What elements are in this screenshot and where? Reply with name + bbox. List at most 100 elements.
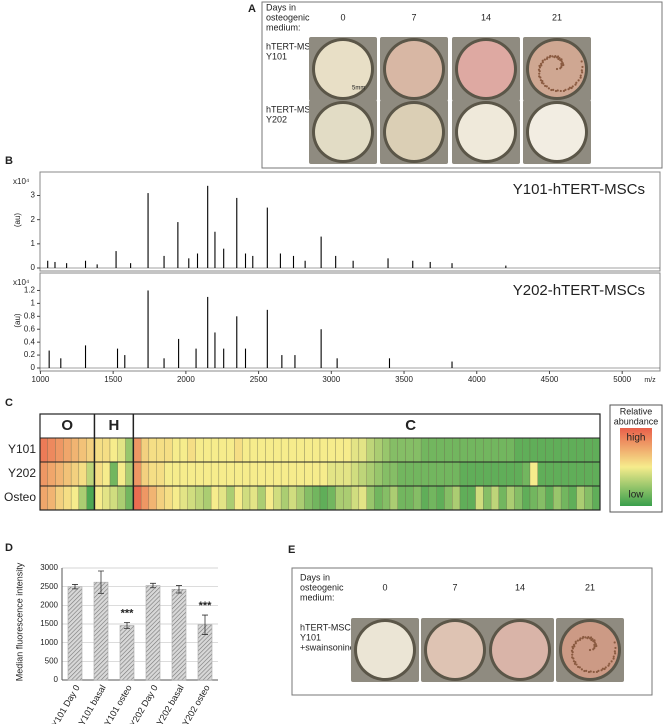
- nodule: [578, 666, 581, 669]
- nodule: [553, 56, 556, 59]
- heat-cell: [63, 437, 72, 463]
- nodule: [562, 89, 565, 93]
- heat-cell: [436, 485, 445, 511]
- heat-cell: [265, 437, 274, 463]
- nodule: [571, 651, 574, 654]
- spectrum-name: Y101-hTERT-MSCs: [513, 181, 645, 198]
- row-label: Y101: [266, 51, 287, 61]
- heat-cell: [483, 485, 492, 511]
- heat-cell: [483, 461, 492, 487]
- heat-cell: [70, 437, 80, 463]
- panel-label: B: [5, 155, 13, 167]
- nodule: [559, 89, 562, 93]
- nodule: [584, 636, 587, 639]
- x-tick-label: 3000: [322, 375, 340, 384]
- heat-cell: [568, 437, 577, 463]
- nodule: [580, 60, 583, 63]
- group-label: H: [108, 417, 119, 434]
- heat-cell: [304, 461, 313, 487]
- heat-cell: [514, 461, 523, 487]
- heat-cell: [164, 485, 173, 511]
- error-bar: [150, 582, 156, 589]
- nodule: [612, 655, 615, 658]
- heat-cell: [358, 485, 367, 511]
- nodule: [583, 669, 586, 673]
- y-tick-label: 0: [31, 263, 36, 272]
- group-label: C: [405, 417, 416, 434]
- heat-cell: [55, 461, 64, 487]
- nodule: [592, 670, 595, 674]
- heat-cell: [537, 461, 546, 487]
- y-axis-label: (au): [13, 313, 22, 328]
- heat-cell: [195, 485, 204, 511]
- nodule: [581, 71, 584, 74]
- heat-cell: [179, 461, 188, 487]
- heat-cell: [413, 461, 422, 487]
- well-inner: [492, 622, 548, 678]
- x-tick-label: 4000: [468, 375, 486, 384]
- heat-cell: [102, 437, 111, 463]
- row-label: +swainsonine: [300, 642, 355, 652]
- panel-label: C: [5, 397, 13, 409]
- row-label: Y202: [266, 114, 287, 124]
- day-label: 0: [382, 582, 387, 592]
- legend-low: low: [628, 490, 644, 501]
- heat-cell: [428, 437, 437, 463]
- nodule: [538, 66, 542, 69]
- nodule: [543, 84, 547, 88]
- heat-cell: [529, 437, 538, 463]
- heat-cell: [343, 461, 352, 487]
- well-inner: [427, 622, 483, 678]
- nodule: [590, 638, 593, 642]
- heat-cell: [568, 461, 577, 487]
- heat-cell: [39, 485, 48, 511]
- heat-cell: [576, 437, 585, 463]
- nodule: [608, 662, 611, 665]
- heat-cell: [63, 485, 72, 511]
- nodule: [552, 88, 555, 91]
- nodule: [570, 86, 573, 90]
- heat-cell: [498, 437, 507, 463]
- heat-cell: [382, 461, 391, 487]
- nodule: [612, 657, 615, 660]
- heat-cell: [397, 437, 406, 463]
- heat-cell: [288, 485, 297, 511]
- heat-cell: [452, 461, 461, 487]
- nodule: [538, 70, 541, 73]
- y-tick-label: 0: [54, 675, 59, 684]
- bar: [67, 586, 83, 681]
- nodule: [595, 644, 598, 648]
- heat-cell: [55, 485, 64, 511]
- heat-cell: [350, 485, 360, 511]
- well-inner: [386, 104, 442, 160]
- bar: [145, 585, 161, 681]
- heat-cell: [156, 485, 165, 511]
- heat-cell: [164, 437, 173, 463]
- y-tick-label: 1500: [40, 619, 58, 628]
- row-label: hTERT-MSC: [300, 622, 351, 632]
- error-bar: [176, 585, 182, 594]
- heat-cell: [529, 461, 538, 487]
- y-tick-label: 2000: [40, 600, 58, 609]
- heat-cell: [397, 485, 406, 511]
- x-axis-label: m/z: [644, 377, 656, 384]
- heat-cell: [374, 461, 383, 487]
- heat-cell: [560, 437, 570, 463]
- nodule: [597, 669, 600, 672]
- heat-cell: [273, 437, 282, 463]
- heat-cell: [125, 485, 134, 511]
- nodule: [593, 641, 596, 644]
- heat-cell: [242, 485, 251, 511]
- nodule: [545, 85, 548, 88]
- well-inner: [458, 104, 514, 160]
- nodule: [547, 87, 550, 90]
- y-tick-label: 2: [31, 215, 36, 224]
- nodule: [576, 665, 580, 669]
- nodule: [550, 88, 553, 92]
- nodule: [541, 79, 544, 83]
- heat-cell: [319, 461, 328, 487]
- nodule: [562, 63, 565, 67]
- heat-cell: [483, 437, 492, 463]
- heat-cell: [218, 461, 227, 487]
- bar: [93, 581, 109, 681]
